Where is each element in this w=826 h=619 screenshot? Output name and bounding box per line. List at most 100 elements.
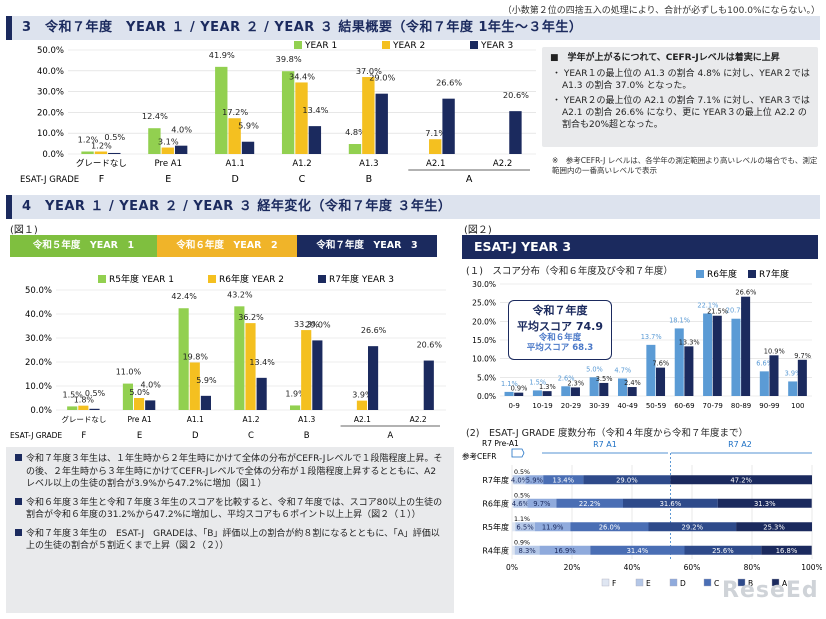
data-label: 25.6% — [712, 547, 734, 555]
bar — [769, 355, 779, 396]
x-category-label: 30-39 — [589, 402, 609, 410]
y-tick-label: 50.0% — [37, 46, 64, 56]
grade-label: E — [165, 174, 171, 185]
y-tick-label: 0.0% — [42, 150, 64, 160]
legend-label: B — [748, 579, 753, 588]
legend-label: E — [646, 579, 651, 588]
data-label: 13.7% — [641, 333, 662, 341]
data-label: 26.6% — [361, 326, 387, 335]
x-tick-label: 0% — [506, 563, 518, 572]
bar — [674, 328, 684, 396]
bar — [375, 93, 388, 154]
x-category-label: グレードなし — [76, 158, 127, 169]
x-category-label: 50-59 — [646, 402, 666, 410]
section4-title: 4 YEAR １ / YEAR ２ / YEAR ３ 経年変化（令和７年度 ３年… — [6, 195, 820, 219]
ref-cefr-label: 参考CEFR — [462, 451, 497, 461]
bar-segment — [512, 475, 514, 485]
legend-swatch — [382, 41, 390, 49]
x-category-label: 20-29 — [561, 402, 581, 410]
data-label: 18.1% — [669, 316, 690, 324]
data-label: 0.5% — [514, 469, 530, 476]
x-category-label: 100 — [791, 402, 804, 410]
data-label: 31.6% — [660, 500, 682, 508]
data-label: 6.6% — [756, 359, 773, 367]
bar — [89, 408, 100, 410]
avg-score-r7: 平均スコア 74.9 — [517, 320, 603, 333]
bar — [797, 359, 807, 396]
grade-label: C — [299, 174, 306, 185]
bar-segment — [570, 522, 649, 532]
bar — [228, 118, 241, 154]
data-label: 8.3% — [519, 547, 537, 555]
avg-label-r7: 令和７年度 — [532, 304, 588, 317]
data-label: 22.2% — [579, 500, 601, 508]
data-label: 12.4% — [142, 111, 168, 121]
average-score-box: 令和７年度 平均スコア 74.9 令和６年度 平均スコア 68.3 — [508, 300, 612, 360]
data-label: 36.2% — [238, 313, 264, 322]
bar-segment — [736, 522, 812, 532]
chart-score-distribution: 0.0% 5.0% 10.0% 15.0% 20.0% 25.0% 30.0% 1.1% 1.5… — [472, 268, 812, 410]
ref-arrow-pre-a1 — [511, 448, 525, 458]
bar-segment — [513, 498, 528, 508]
bar-segment — [512, 522, 516, 532]
bar — [108, 152, 121, 154]
y-tick-label: 30.0% — [37, 88, 64, 98]
chart-grade-frequency: 0% 20% 40% 60% 80% 100% R7 Pre-A1 参考CEFR R7 A1 R7… — [462, 439, 822, 588]
data-label: 26.0% — [599, 523, 621, 531]
grade-label: D — [231, 174, 238, 185]
legend-label: R7年度 YEAR 3 — [329, 273, 394, 285]
bar — [161, 147, 174, 154]
x-category-label: 70-79 — [703, 402, 723, 410]
bar — [145, 400, 156, 410]
x-category-label: グレードなし — [61, 414, 106, 424]
data-label: 26.6% — [735, 289, 756, 297]
y-tick-label: 30.0% — [472, 280, 496, 289]
bar — [542, 391, 552, 396]
bar — [627, 387, 637, 396]
data-label: 1.1% — [514, 516, 530, 523]
bar — [215, 66, 228, 154]
bar-segment — [512, 498, 514, 508]
bar — [200, 395, 211, 410]
bar-segment — [684, 545, 762, 555]
x-category-label: A1.3 — [298, 415, 315, 424]
y-tick-label: 10.0% — [472, 355, 496, 364]
summary-item: ・ YEAR２の最上位の A2.1 の割合 7.1% に対し、YEAR３では A… — [552, 96, 810, 130]
x-category-label: Pre A1 — [127, 415, 151, 424]
bar — [703, 313, 713, 396]
bar-segment — [583, 475, 671, 485]
data-label: 43.2% — [227, 290, 253, 299]
data-label: 5.0% — [586, 365, 603, 373]
ref-level-label: R7 A1 — [593, 440, 617, 449]
bar — [308, 126, 322, 154]
bar — [348, 144, 362, 154]
bar — [134, 398, 145, 410]
y-tick-label: 5.0% — [477, 373, 496, 382]
bar — [423, 360, 434, 410]
rounding-note: （小数第２位の四捨五入の処理により、合計が必ずしも100.0%にならない。） — [502, 6, 820, 16]
finding-bullet: 令和７年度３年生は、１年生時から２年生時にかけて全体の分布がCEFR-Jレベルで… — [14, 453, 446, 491]
bar — [532, 390, 542, 396]
legend-label: YEAR 2 — [392, 41, 425, 51]
x-category-label: Pre A1 — [155, 159, 182, 169]
x-category-label: A2.2 — [410, 415, 427, 424]
y-tick-label: 40.0% — [37, 67, 64, 77]
bar-segment — [623, 498, 718, 508]
data-label: 0.5% — [85, 389, 106, 398]
ref-level-label: R7 A2 — [728, 440, 752, 449]
data-label: 11.0% — [116, 368, 142, 377]
data-label: 39.8% — [276, 54, 302, 64]
bar — [122, 383, 133, 410]
data-label: 26.6% — [436, 78, 462, 88]
x-category-label: A2.1 — [426, 159, 445, 169]
data-label: 4.0% — [511, 476, 529, 484]
grade-label: A — [387, 431, 393, 441]
bar — [570, 387, 580, 396]
y-tick-label: 40.0% — [25, 310, 52, 320]
x-category-label: A1.1 — [187, 415, 204, 424]
data-label: 11.9% — [542, 523, 564, 531]
bullet-square-icon — [15, 454, 22, 461]
data-label: 2.3% — [567, 379, 584, 387]
data-label: 1.9% — [285, 389, 306, 398]
legend-swatch — [601, 578, 610, 587]
